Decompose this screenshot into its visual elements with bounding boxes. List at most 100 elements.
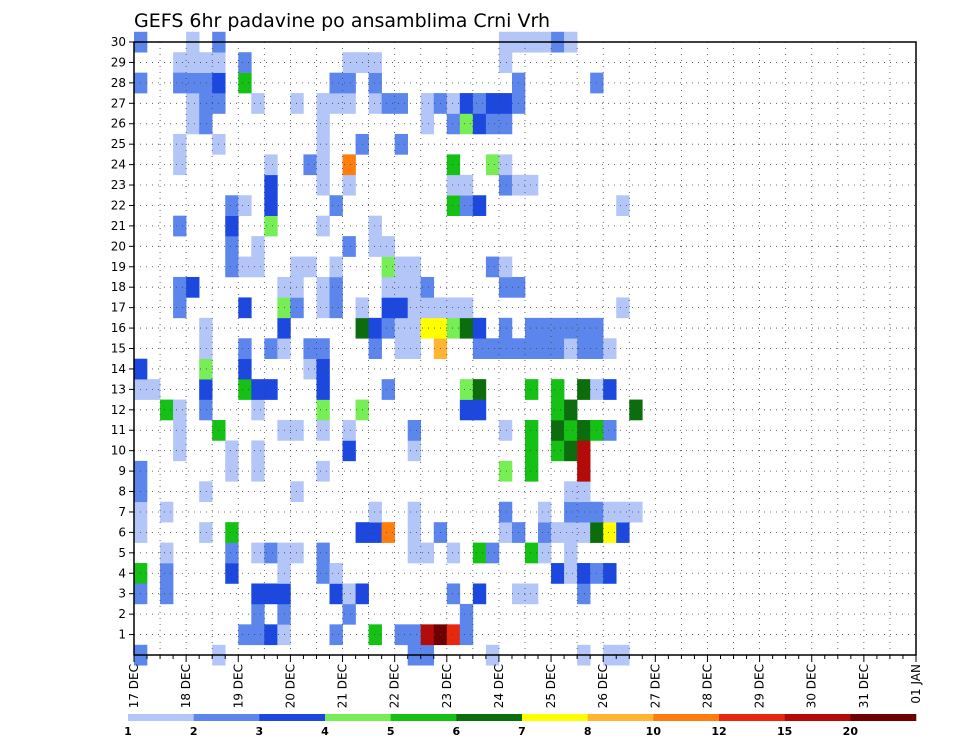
x-tick-label: 18 DEC xyxy=(179,664,193,708)
precip-cell xyxy=(525,583,539,605)
x-tick-label: 26 DEC xyxy=(596,664,610,708)
precip-cell xyxy=(186,72,200,94)
precip-cell xyxy=(381,93,395,114)
precip-cell xyxy=(525,379,539,400)
precip-cell xyxy=(564,317,578,339)
precip-cell xyxy=(472,338,487,360)
x-tick-label: 21 DEC xyxy=(336,664,350,708)
color-legend: 1 2 3 4 5 6 7 8 10 12 15 20 xyxy=(124,714,917,738)
precip-cell xyxy=(290,93,304,114)
precip-cell xyxy=(446,93,461,114)
precip-cell xyxy=(316,338,330,360)
precip-cell xyxy=(577,317,591,339)
y-tick-label: 11 xyxy=(111,423,126,437)
precip-cell xyxy=(173,440,187,462)
colorbar-swatch xyxy=(259,714,326,721)
y-tick-label: 28 xyxy=(111,76,126,90)
precip-cell xyxy=(603,420,617,441)
precip-cell xyxy=(290,420,304,441)
precip-cell xyxy=(525,317,539,339)
precip-cell xyxy=(199,52,213,73)
precip-cell xyxy=(225,195,239,216)
colorbar-swatch xyxy=(850,714,917,721)
precip-cell xyxy=(498,52,513,73)
precip-cell xyxy=(538,542,552,564)
precip-cell xyxy=(577,420,591,441)
colorbar-label: 15 xyxy=(777,725,792,738)
precip-cell xyxy=(329,256,343,278)
precip-cell xyxy=(316,358,330,380)
y-tick-label: 30 xyxy=(111,35,126,49)
x-axis-ticks: 17 DEC 18 DEC 19 DEC 20 DEC 21 DEC 22 DEC 23 D… xyxy=(127,655,923,708)
precip-cell xyxy=(538,338,552,360)
precip-cell xyxy=(303,154,317,176)
precip-cell xyxy=(459,379,474,400)
colorbar-label: 7 xyxy=(518,725,526,738)
precip-cell xyxy=(251,542,265,564)
precip-cell xyxy=(342,420,356,441)
precip-cell xyxy=(459,399,474,421)
precip-cell xyxy=(577,563,591,584)
y-tick-label: 18 xyxy=(111,280,126,294)
y-tick-label: 7 xyxy=(118,505,126,519)
precip-cell xyxy=(446,583,461,605)
precip-cell xyxy=(316,93,330,114)
precip-cell xyxy=(629,399,643,421)
precip-cell xyxy=(160,563,174,584)
precip-cell xyxy=(472,317,487,339)
colorbar-swatch xyxy=(653,714,720,721)
precip-cell xyxy=(551,522,565,543)
precip-cell xyxy=(538,317,552,339)
precip-cell xyxy=(225,440,239,462)
precip-cell xyxy=(381,522,395,543)
y-tick-label: 27 xyxy=(111,96,126,110)
precip-cell xyxy=(616,297,630,319)
precip-cell xyxy=(342,154,356,176)
precip-cell xyxy=(485,338,500,360)
precip-cell xyxy=(342,440,356,462)
precip-cell xyxy=(407,440,422,462)
precip-cell xyxy=(342,603,356,625)
y-tick-label: 14 xyxy=(111,362,126,376)
y-tick-label: 1 xyxy=(118,628,126,642)
precip-cell xyxy=(498,420,513,441)
precip-cell xyxy=(446,317,461,339)
precip-cell xyxy=(199,93,213,114)
precip-cell xyxy=(459,93,474,114)
precip-cell xyxy=(564,501,578,523)
precip-cell xyxy=(498,522,513,543)
precip-cell xyxy=(316,154,330,176)
precip-cell xyxy=(316,174,330,196)
precip-cell xyxy=(446,113,461,135)
precip-cell xyxy=(290,276,304,298)
y-tick-label: 26 xyxy=(111,117,126,131)
colorbar-swatch xyxy=(784,714,851,721)
precip-cell xyxy=(186,113,200,135)
precip-cell xyxy=(446,154,461,176)
colorbar-swatch xyxy=(522,714,588,721)
precip-cell xyxy=(264,154,278,176)
precip-cell xyxy=(407,542,422,564)
precip-cell xyxy=(342,52,356,73)
precip-cell xyxy=(225,215,239,237)
precip-cell xyxy=(225,256,239,278)
precip-cell xyxy=(407,522,422,543)
precip-cell xyxy=(316,379,330,400)
y-tick-label: 29 xyxy=(111,55,126,69)
precip-cell xyxy=(251,603,265,625)
precip-cell xyxy=(329,276,343,298)
precip-cell xyxy=(407,276,422,298)
precip-cell xyxy=(577,583,591,605)
precip-cell xyxy=(420,542,435,564)
precip-cell xyxy=(629,501,643,523)
precip-cell xyxy=(225,563,239,584)
precip-cell xyxy=(303,256,317,278)
precip-cell xyxy=(459,603,474,625)
precip-cell xyxy=(603,379,617,400)
precip-cell xyxy=(551,563,565,584)
precip-cell xyxy=(238,72,252,94)
precip-cell xyxy=(485,256,500,278)
precip-cell xyxy=(238,195,252,216)
precip-cell xyxy=(525,174,539,196)
